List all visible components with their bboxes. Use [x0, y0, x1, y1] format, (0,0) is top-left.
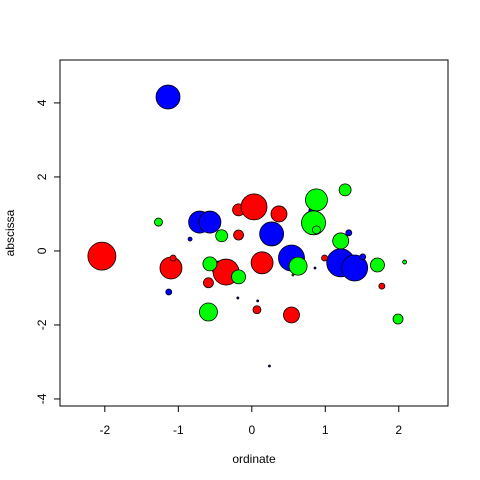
bubble [256, 299, 260, 303]
bubble [341, 254, 369, 282]
x-tick-label: 0 [248, 423, 255, 437]
bubble [259, 221, 285, 247]
bubble [215, 229, 229, 243]
bubble [313, 266, 317, 270]
bubble [231, 269, 246, 285]
bubble [305, 188, 328, 212]
bubble [240, 193, 268, 221]
bubble [359, 253, 367, 261]
bubble [283, 306, 300, 324]
x-axis-label: ordinate [232, 452, 276, 466]
y-tick-label: 2 [35, 173, 49, 180]
bubble [199, 302, 218, 322]
x-tick-label: 2 [395, 423, 402, 437]
y-tick-label: -4 [35, 393, 49, 404]
bubble [270, 205, 288, 223]
x-tick-label: -2 [99, 423, 110, 437]
bubble [370, 257, 385, 273]
bubble [392, 313, 404, 325]
bubble [87, 241, 117, 271]
y-tick-label: 4 [35, 99, 49, 106]
bubble [252, 305, 262, 315]
bubble [154, 217, 163, 227]
x-tick-label: 1 [322, 423, 329, 437]
bubble [268, 364, 271, 368]
bubble [312, 225, 321, 235]
x-tick-label: -1 [173, 423, 184, 437]
bubble [402, 259, 408, 265]
bubble [169, 254, 177, 262]
bubble [288, 256, 308, 276]
bubble [332, 232, 350, 250]
bubble [233, 229, 244, 241]
bubble [338, 183, 352, 197]
plot-frame [59, 59, 449, 407]
bubble [203, 277, 214, 289]
y-tick-label: 0 [35, 247, 49, 254]
bubble [291, 273, 295, 277]
bubble [155, 84, 181, 110]
bubble [321, 254, 328, 262]
bubble [378, 282, 386, 290]
bubble [236, 296, 240, 300]
bubble [250, 251, 274, 275]
bubble [187, 236, 193, 242]
bubble [202, 256, 218, 272]
bubble [345, 229, 353, 237]
bubble [198, 210, 222, 234]
bubble [165, 288, 173, 296]
y-axis-label: abscissa [3, 209, 17, 256]
y-tick-label: -2 [35, 319, 49, 330]
